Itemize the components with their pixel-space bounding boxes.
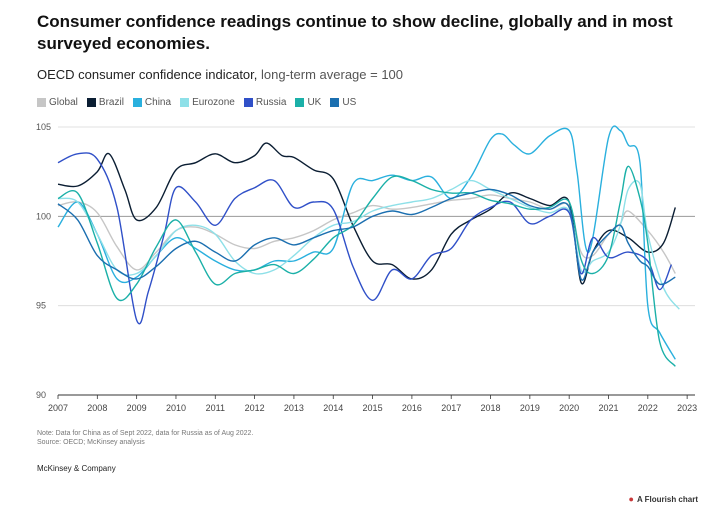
x-tick-label: 2007	[48, 403, 68, 413]
note-text: Note: Data for China as of Sept 2022, da…	[37, 430, 254, 437]
y-tick-label: 105	[36, 122, 51, 132]
legend-item-global[interactable]: Global	[37, 97, 78, 108]
brand-label: McKinsey & Company	[37, 464, 116, 473]
x-tick-label: 2008	[87, 403, 107, 413]
x-tick-label: 2023	[677, 403, 697, 413]
x-tick-label: 2019	[520, 403, 540, 413]
chart-note: Note: Data for China as of Sept 2022, da…	[37, 429, 253, 447]
y-tick-label: 90	[36, 390, 46, 400]
legend-label: UK	[307, 97, 322, 108]
subtitle-unit: long-term average = 100	[261, 67, 404, 82]
chart-title: Consumer confidence readings continue to…	[37, 12, 673, 53]
legend-swatch	[86, 98, 96, 107]
flourish-label: A Flourish chart	[636, 494, 698, 504]
legend-item-uk[interactable]: UK	[295, 97, 321, 108]
x-tick-label: 2012	[245, 403, 265, 413]
legend-item-russia[interactable]: Russia	[243, 97, 287, 108]
legend-label: Russia	[255, 97, 287, 108]
legend-item-eurozone[interactable]: Eurozone	[180, 97, 235, 108]
x-tick-label: 2020	[559, 403, 579, 413]
legend-swatch	[295, 98, 305, 107]
legend-swatch	[243, 98, 253, 107]
legend-label: Eurozone	[192, 97, 235, 108]
x-tick-label: 2017	[441, 403, 461, 413]
series-line-eurozone	[57, 179, 680, 310]
legend-swatch	[180, 98, 190, 107]
legend-swatch	[37, 98, 46, 107]
legend-item-brazil[interactable]: Brazil	[86, 97, 124, 108]
legend-label: US	[342, 97, 357, 108]
subtitle-main: OECD consumer confidence indicator,	[37, 67, 258, 82]
legend-label: Global	[49, 97, 78, 108]
x-tick-label: 2016	[402, 403, 422, 413]
x-tick-label: 2021	[598, 403, 618, 413]
flourish-logo-icon: ●	[628, 494, 634, 504]
series-line-russia	[57, 152, 673, 325]
x-tick-label: 2015	[363, 403, 383, 413]
legend-item-us[interactable]: US	[330, 97, 356, 108]
x-tick-label: 2022	[638, 403, 658, 413]
series-line-brazil	[57, 142, 676, 285]
legend-label: Brazil	[98, 97, 124, 108]
series-line-us	[57, 188, 676, 286]
series-line-china	[57, 125, 676, 360]
x-tick-label: 2011	[206, 403, 225, 413]
x-tick-label: 2010	[166, 403, 186, 413]
chart-legend: Global Brazil China Eurozone Russia UK US	[37, 97, 356, 108]
x-tick-label: 2018	[481, 403, 501, 413]
y-tick-label: 95	[36, 301, 46, 311]
chart-subtitle: OECD consumer confidence indicator, long…	[37, 67, 403, 82]
legend-label: China	[144, 97, 172, 108]
series-line-uk	[57, 165, 676, 367]
y-tick-label: 100	[36, 211, 51, 221]
legend-swatch	[330, 98, 340, 107]
x-tick-label: 2009	[127, 403, 147, 413]
source-text: Source: OECD; McKinsey analysis	[37, 439, 145, 446]
legend-swatch	[132, 98, 142, 107]
x-tick-label: 2014	[323, 403, 343, 413]
legend-item-china[interactable]: China	[132, 97, 172, 108]
flourish-link[interactable]: ● A Flourish chart	[629, 494, 698, 504]
x-tick-label: 2013	[284, 403, 304, 413]
